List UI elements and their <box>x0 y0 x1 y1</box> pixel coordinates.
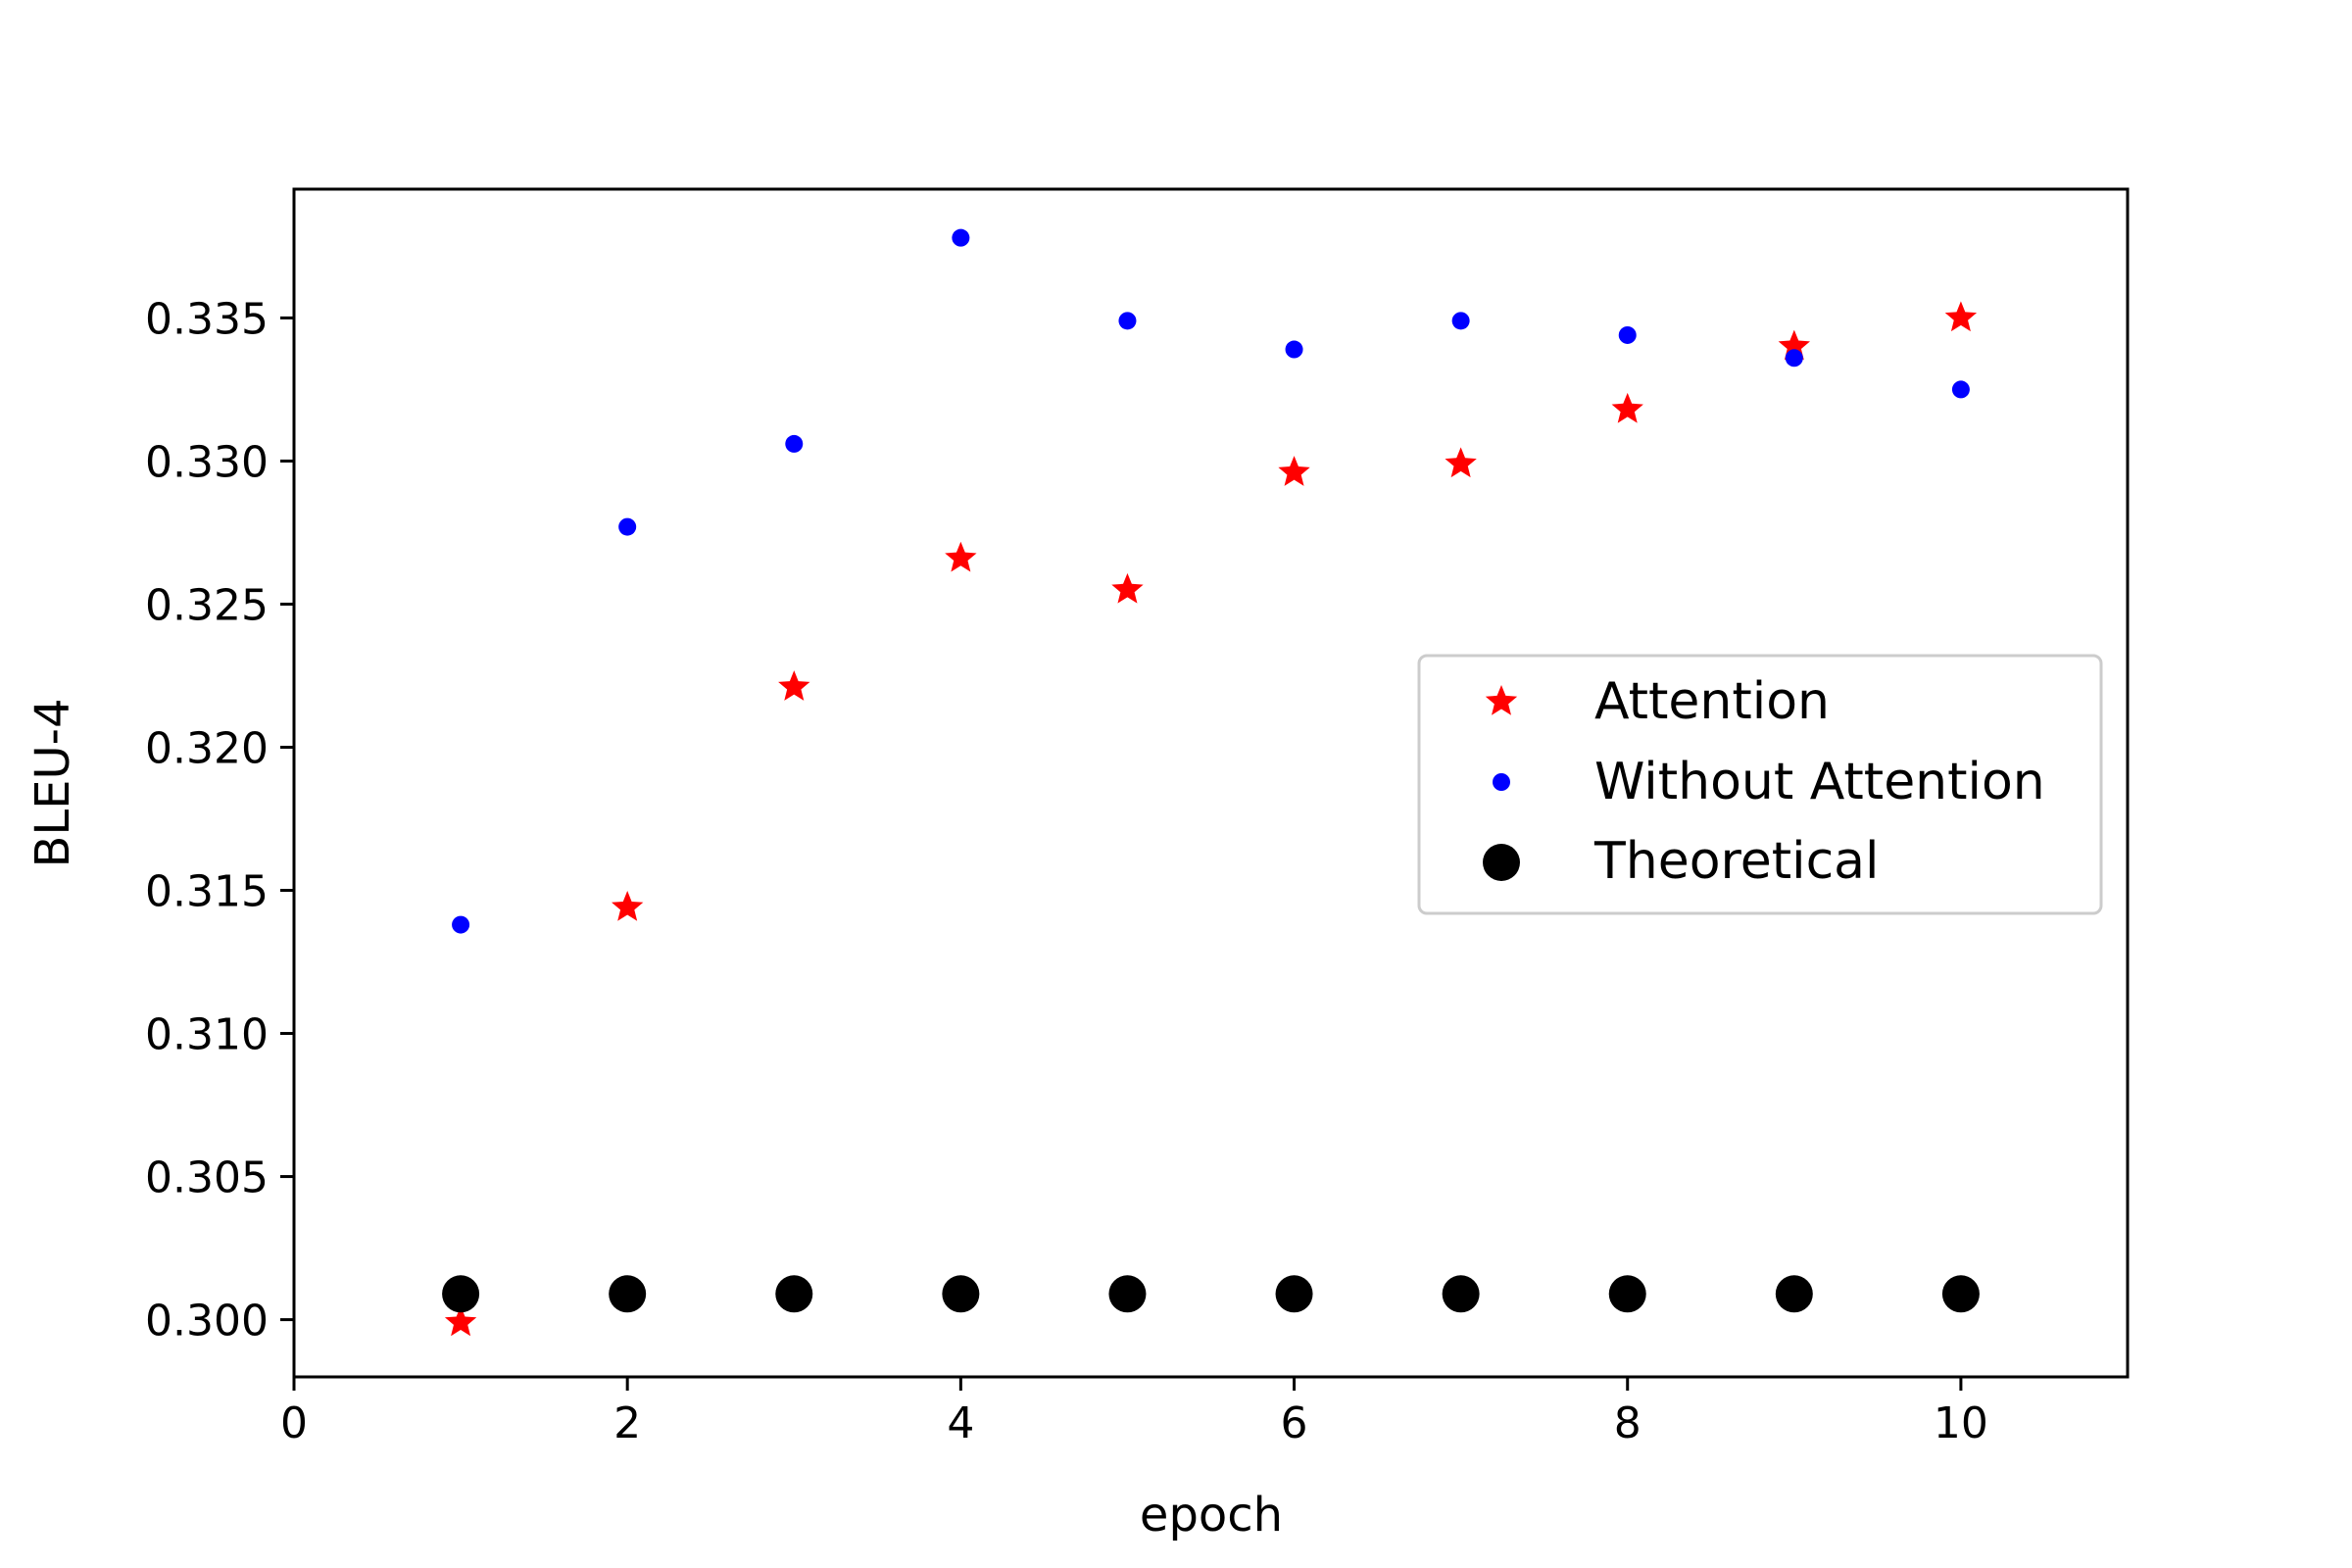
legend-label-theoretical: Theoretical <box>1593 832 1880 891</box>
y-tick-label: 0.320 <box>145 723 269 773</box>
theoretical-point <box>1108 1275 1147 1313</box>
without-attention-point <box>785 434 804 453</box>
without-attention-point <box>452 915 470 934</box>
without-attention-point <box>1285 340 1303 359</box>
theoretical-point <box>1941 1275 1980 1313</box>
theoretical-point <box>1275 1275 1313 1313</box>
theoretical-point <box>609 1275 647 1313</box>
attention-point <box>444 1305 477 1337</box>
theoretical-point <box>1442 1275 1480 1313</box>
x-tick-label: 8 <box>1614 1398 1642 1448</box>
x-axis-label: epoch <box>1140 1488 1283 1543</box>
theoretical-point <box>775 1275 813 1313</box>
legend-marker-attention <box>1485 685 1518 715</box>
legend-box <box>1417 654 2103 915</box>
without-attention-point <box>1118 312 1137 330</box>
legend-label-without-attention: Without Attention <box>1594 753 2045 811</box>
attention-point <box>1611 392 1643 423</box>
without-attention-point <box>618 517 637 536</box>
without-attention-point <box>1785 349 1803 368</box>
theoretical-point <box>942 1275 980 1313</box>
attention-point <box>1445 447 1477 478</box>
attention-point <box>1278 456 1310 486</box>
x-tick-label: 0 <box>280 1398 308 1448</box>
legend-label-attention: Attention <box>1594 672 1830 731</box>
y-tick-label: 0.330 <box>145 437 269 487</box>
y-axis-label: BLEU-4 <box>25 699 80 868</box>
attention-point <box>945 541 977 572</box>
axis-ticks: 0 2 4 6 8 10 0.300 0.305 0.310 0.315 0.320 0.325 0.3… <box>145 294 1988 1448</box>
attention-point <box>612 891 644 921</box>
plot-frame <box>292 187 2130 1379</box>
y-tick-label: 0.300 <box>145 1297 269 1347</box>
theoretical-point <box>442 1275 480 1313</box>
y-tick-label: 0.310 <box>145 1010 269 1060</box>
theoretical-point <box>1775 1275 1813 1313</box>
without-attention-point <box>1618 325 1637 344</box>
legend-marker-theoretical <box>1483 844 1520 881</box>
attention-point <box>778 670 810 701</box>
attention-point <box>1944 301 1978 332</box>
theoretical-point <box>1608 1275 1646 1313</box>
legend-marker-without-attention <box>1493 773 1510 791</box>
y-tick-label: 0.315 <box>145 867 269 917</box>
y-tick-label: 0.335 <box>145 294 269 344</box>
attention-point <box>1778 329 1810 361</box>
without-attention-point <box>1951 380 1970 399</box>
x-tick-label: 2 <box>613 1398 641 1448</box>
legend-markers <box>1483 685 1520 881</box>
y-tick-label: 0.305 <box>145 1153 269 1203</box>
without-attention-point <box>952 228 970 247</box>
legend: Attention Without Attention Theoretical <box>1417 654 2103 915</box>
without-attention-point <box>1451 312 1470 330</box>
y-tick-label: 0.325 <box>145 580 269 630</box>
data-points <box>442 228 1980 1337</box>
x-tick-label: 4 <box>947 1398 974 1448</box>
attention-point <box>1111 572 1144 604</box>
x-tick-label: 10 <box>1934 1398 1988 1448</box>
x-tick-label: 6 <box>1281 1398 1308 1448</box>
